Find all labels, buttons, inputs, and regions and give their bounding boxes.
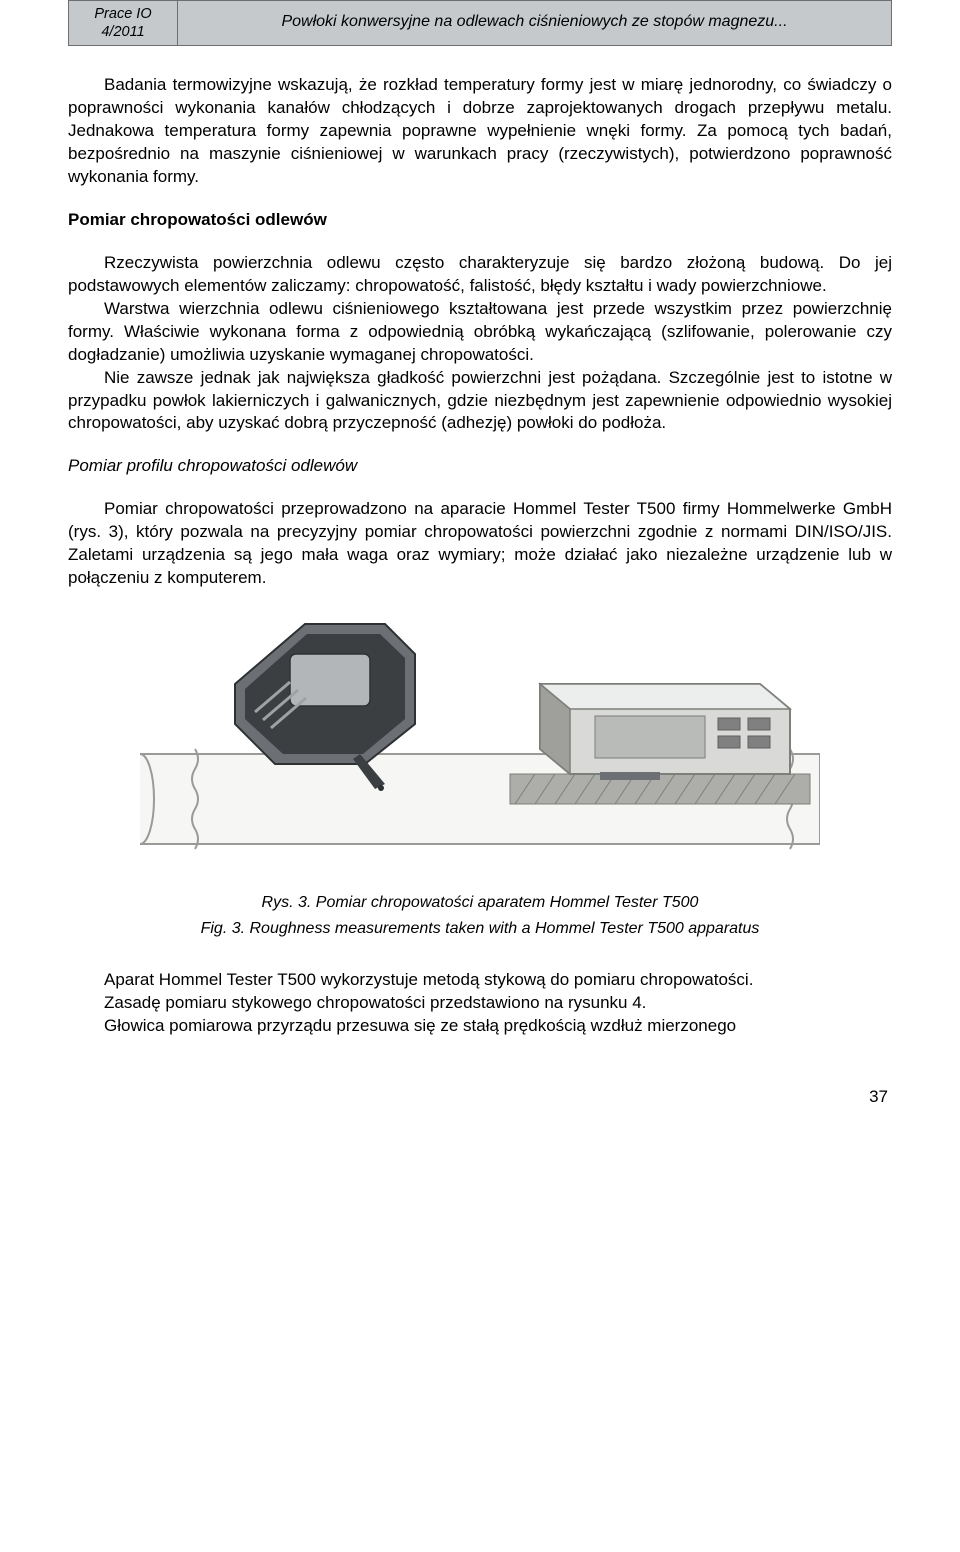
paragraph: Głowica pomiarowa przyrządu przesuwa się… [68, 1015, 892, 1038]
paragraph: Zasadę pomiaru stykowego chropowatości p… [68, 992, 892, 1015]
figure-3: Rys. 3. Pomiar chropowatości aparatem Ho… [68, 614, 892, 941]
page-header: Prace IO 4/2011 Powłoki konwersyjne na o… [68, 0, 892, 46]
paragraph: Nie zawsze jednak jak największa gładkoś… [68, 367, 892, 436]
paragraph: Warstwa wierzchnia odlewu ciśnieniowego … [68, 298, 892, 367]
section-heading: Pomiar chropowatości odlewów [68, 209, 892, 232]
figure-caption-pl: Rys. 3. Pomiar chropowatości aparatem Ho… [68, 890, 892, 916]
paragraph: Pomiar chropowatości przeprowadzono na a… [68, 498, 892, 590]
journal-issue: 4/2011 [73, 23, 173, 41]
roughness-tester-diagram [140, 614, 820, 874]
journal-name: Prace IO [73, 5, 173, 23]
paragraph: Rzeczywista powierzchnia odlewu często c… [68, 252, 892, 298]
paragraph: Badania termowizyjne wskazują, że rozkła… [68, 74, 892, 189]
article-title: Powłoki konwersyjne na odlewach ciśnieni… [178, 0, 892, 46]
journal-box: Prace IO 4/2011 [68, 0, 178, 46]
page-number: 37 [68, 1086, 892, 1109]
subsection-heading: Pomiar profilu chropowatości odlewów [68, 455, 892, 478]
paragraph: Aparat Hommel Tester T500 wykorzystuje m… [68, 969, 892, 992]
figure-caption-en: Fig. 3. Roughness measurements taken wit… [68, 916, 892, 942]
